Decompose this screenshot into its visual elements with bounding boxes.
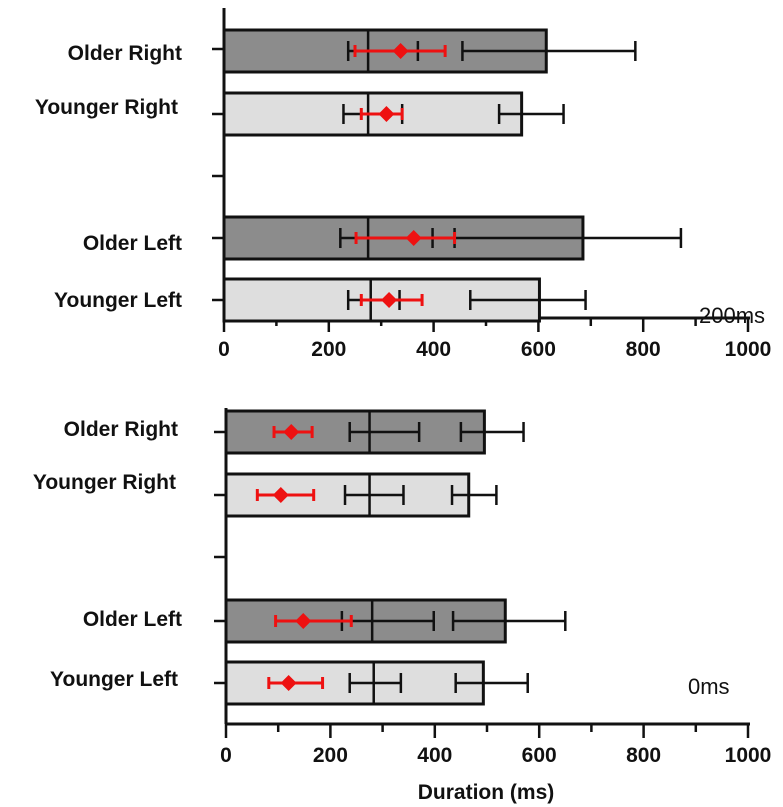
red-marker	[381, 292, 398, 308]
x-axis-title: Duration (ms)	[418, 781, 555, 804]
panel-label: 0ms	[688, 674, 730, 699]
x-tick-label: 800	[626, 338, 661, 361]
category-label: Younger Left	[50, 668, 178, 691]
x-tick-label: 0	[218, 338, 230, 361]
x-tick-label: 600	[521, 338, 556, 361]
x-tick-label: 800	[626, 744, 661, 767]
x-tick-label: 400	[416, 338, 451, 361]
x-tick-label: 200	[311, 338, 346, 361]
red-marker	[392, 43, 409, 59]
red-marker	[295, 613, 312, 629]
panel-200ms: Older Right Younger Right Older Left You…	[35, 8, 771, 361]
category-label: Older Right	[68, 42, 182, 65]
category-label: Younger Left	[54, 289, 182, 312]
red-marker	[405, 230, 422, 246]
panel-0ms: Older Right Younger Right Older Left You…	[33, 408, 771, 804]
x-tick-label: 200	[313, 744, 348, 767]
red-marker	[378, 106, 395, 122]
category-label: Older Left	[83, 608, 182, 631]
category-label: Older Left	[83, 232, 182, 255]
x-tick-label: 600	[522, 744, 557, 767]
red-marker	[280, 675, 297, 691]
category-label: Younger Right	[33, 471, 176, 494]
red-marker	[283, 424, 300, 440]
category-label: Younger Right	[35, 96, 178, 119]
x-tick-label: 1000	[725, 338, 772, 361]
panel-label: 200ms	[699, 303, 765, 328]
x-tick-label: 1000	[725, 744, 772, 767]
x-tick-label: 0	[220, 744, 232, 767]
category-label: Older Right	[64, 418, 178, 441]
x-tick-label: 400	[417, 744, 452, 767]
red-marker	[272, 487, 289, 503]
